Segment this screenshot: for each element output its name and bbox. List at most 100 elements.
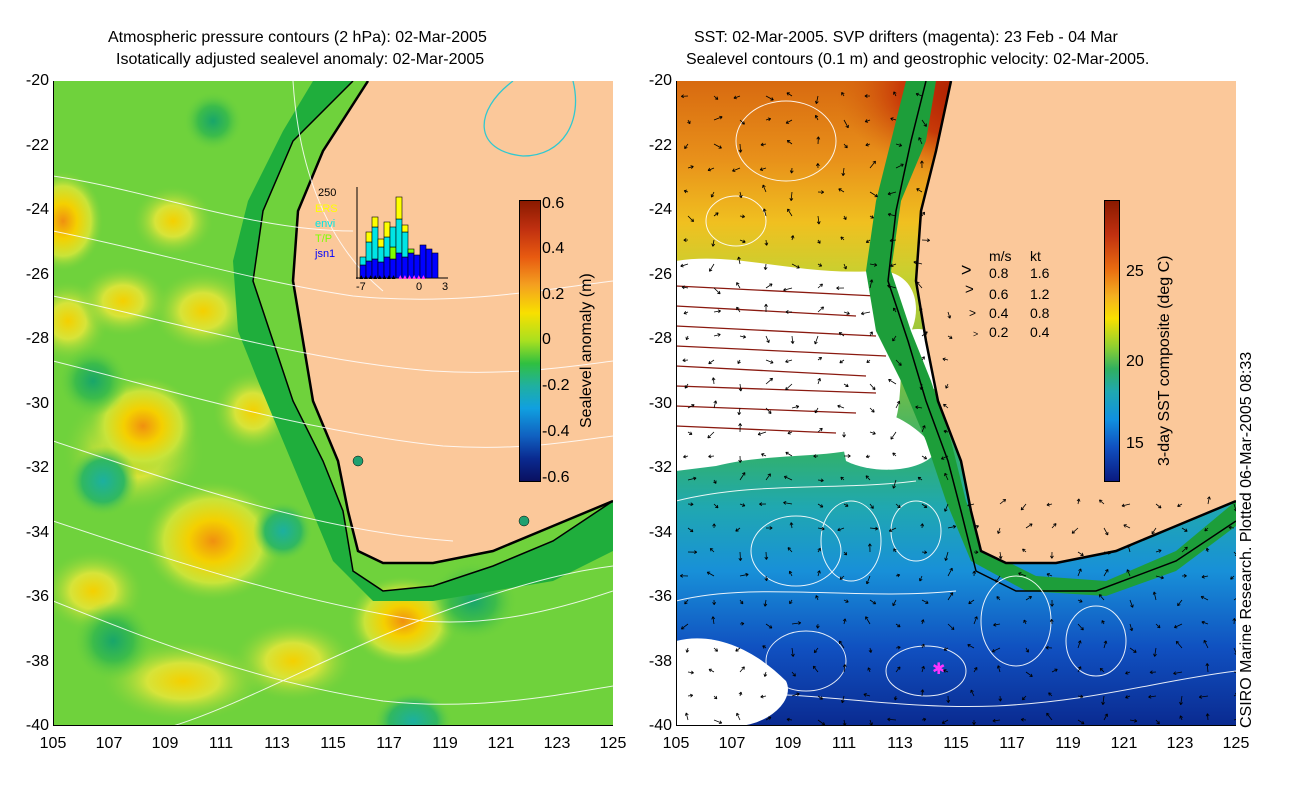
svg-text:▲▲▲▲▲▲: ▲▲▲▲▲▲ — [398, 274, 426, 279]
velocity-arrow — [843, 454, 851, 458]
inset-x-label-min: -7 — [356, 281, 366, 293]
velocity-arrow — [1046, 573, 1053, 577]
velocity-arrow — [895, 143, 903, 147]
velocity-arrow — [713, 479, 717, 484]
right-panel-y-tick-7: -34 — [648, 523, 672, 541]
velocity-arrow — [867, 543, 872, 553]
velocity-arrow — [1025, 647, 1029, 653]
velocity-arrow — [920, 523, 925, 529]
left-panel-y-tick-5: -30 — [25, 394, 49, 412]
right-panel-y-tick-2: -24 — [648, 201, 672, 218]
velocity-arrow — [785, 359, 793, 364]
velocity-arrow — [713, 287, 721, 295]
right-panel-y-tick-4: -28 — [648, 330, 672, 347]
velocity-arrow — [813, 647, 819, 654]
velocity-arrow — [1051, 523, 1057, 529]
velocity-arrow — [1021, 695, 1027, 701]
velocity-arrow — [680, 623, 689, 630]
velocity-arrow — [817, 190, 825, 195]
velocity-arrow — [713, 115, 723, 121]
velocity-arrow — [1205, 663, 1210, 673]
velocity-arrow — [940, 455, 949, 460]
velocity-arrow — [814, 114, 819, 121]
velocity-arrow — [860, 311, 871, 316]
inset-legend-ers: ERS — [315, 203, 338, 215]
velocity-arrow — [1050, 551, 1054, 559]
velocity-arrow — [817, 526, 825, 531]
velocity-arrow — [1173, 623, 1183, 629]
velocity-arrow — [866, 359, 871, 364]
velocity-arrow — [972, 719, 976, 725]
velocity-arrow — [869, 526, 879, 531]
velocity-arrow — [713, 719, 723, 724]
velocity-arrow — [739, 621, 745, 626]
velocity-arrow — [1121, 503, 1131, 508]
velocity-arrow — [1205, 713, 1210, 721]
velocity-arrow — [738, 383, 743, 392]
velocity-arrow — [997, 527, 1001, 534]
velocity-arrow — [762, 645, 767, 649]
left-cbar-tick-2: 0.2 — [542, 286, 565, 303]
velocity-arrow — [707, 167, 715, 172]
velocity-arrow — [764, 575, 769, 582]
velocity-arrow — [713, 309, 721, 314]
velocity-arrow — [947, 335, 953, 339]
velocity-arrow — [1048, 692, 1053, 697]
velocity-arrow — [687, 404, 695, 409]
velocity-arrow — [1103, 527, 1109, 536]
velocity-arrow — [1204, 527, 1209, 532]
velocity-arrow — [791, 692, 800, 697]
velocity-arrow — [739, 119, 745, 125]
velocity-arrow — [921, 425, 926, 433]
velocity-arrow — [1203, 639, 1209, 649]
left-panel-x-tick-7: 119 — [432, 735, 458, 752]
velocity-arrow — [735, 647, 741, 652]
velocity-arrow — [895, 503, 901, 509]
velocity-arrow — [789, 522, 794, 529]
velocity-arrow — [921, 119, 927, 127]
right-title-line2: Sealevel contours (0.1 m) and geostrophi… — [686, 51, 1150, 68]
velocity-arrow — [687, 550, 698, 555]
left-cbar-tick-1: 0.4 — [542, 240, 565, 257]
velocity-arrow — [842, 664, 847, 673]
velocity-arrow — [942, 357, 949, 362]
velocity-arrow — [1152, 591, 1157, 601]
velocity-arrow — [1181, 573, 1187, 578]
velocity-arrow — [918, 137, 923, 145]
velocity-arrow — [684, 712, 689, 721]
inset-x-label-max: 3 — [442, 281, 449, 293]
left-axis-frame — [53, 81, 613, 726]
velocity-arrow — [763, 599, 768, 607]
velocity-arrow — [762, 208, 767, 217]
left-panel-x-tick-8: 121 — [487, 735, 515, 752]
velocity-arrow — [893, 91, 897, 97]
velocity-arrow — [839, 640, 845, 649]
velocity-arrow — [1076, 498, 1081, 505]
velocity-arrow — [840, 476, 845, 481]
velocity-arrow — [998, 551, 1003, 560]
left-panel-y-tick-7: -34 — [25, 523, 49, 541]
velocity-arrow — [836, 286, 845, 290]
velocity-arrow — [817, 570, 821, 577]
velocity-arrow — [943, 429, 949, 434]
velocity-arrow — [1101, 620, 1105, 625]
left-panel-y-tick-3: -26 — [25, 265, 49, 283]
velocity-arrow — [708, 454, 715, 459]
velocity-arrow — [711, 377, 716, 385]
velocity-arrow — [787, 430, 793, 435]
right-panel-y-tick-6: -32 — [648, 459, 672, 476]
velocity-arrow — [789, 167, 794, 174]
velocity-arrow — [736, 282, 741, 289]
velocity-arrow — [681, 285, 689, 290]
velocity-arrow — [1077, 694, 1084, 699]
right-panel-y-tick-9: -38 — [648, 652, 672, 670]
velocity-arrow — [764, 239, 769, 246]
velocity-arrow — [946, 695, 951, 703]
legend-arrow-08: > — [961, 260, 972, 280]
velocity-arrow — [893, 548, 897, 553]
velocity-arrow — [944, 503, 949, 512]
velocity-arrow — [1077, 640, 1082, 649]
inset-x-label-zero: 0 — [416, 281, 423, 293]
velocity-arrow — [713, 95, 719, 100]
velocity-arrow — [1177, 503, 1183, 507]
